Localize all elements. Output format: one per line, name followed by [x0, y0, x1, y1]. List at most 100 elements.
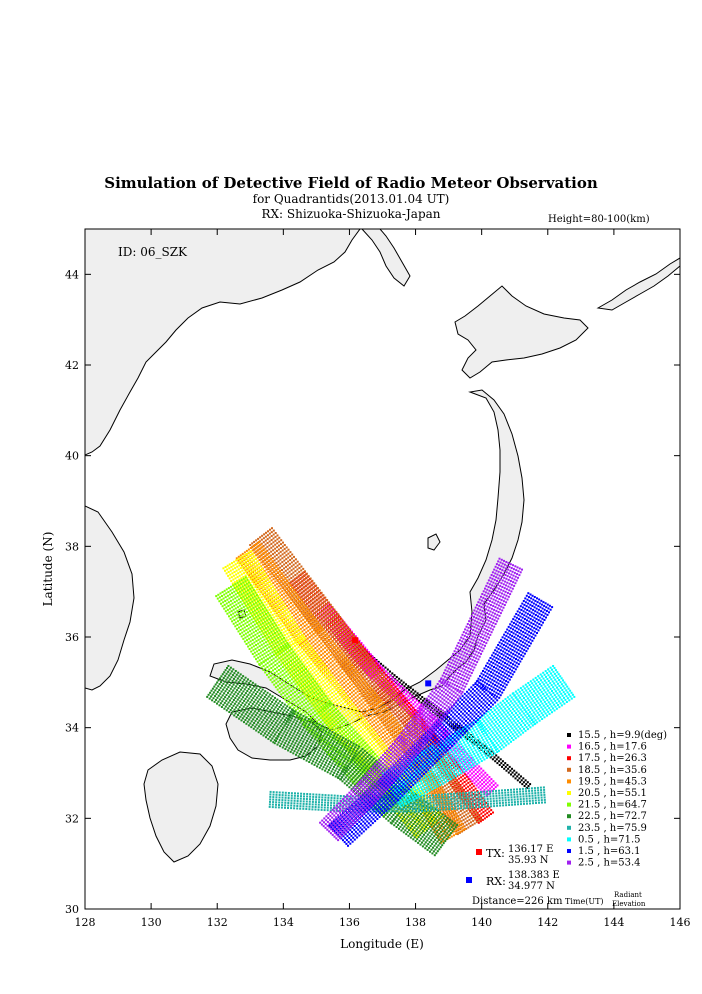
swath-point	[475, 780, 478, 783]
swath-point	[339, 650, 342, 652]
swath-point	[403, 739, 405, 742]
swath-point	[387, 709, 390, 712]
swath-point	[349, 636, 352, 639]
swath-point	[294, 562, 297, 565]
swath-point	[309, 593, 311, 596]
swath-point	[322, 632, 325, 635]
swath-point	[468, 788, 471, 791]
swath-point	[418, 699, 421, 702]
swath-point	[248, 575, 251, 578]
swath-point	[310, 612, 313, 615]
swath-point	[467, 808, 470, 811]
swath-point	[372, 727, 375, 730]
swath-point	[345, 637, 348, 640]
swath-point	[393, 724, 396, 727]
swath-point	[274, 547, 277, 550]
swath-point	[385, 736, 388, 739]
swath-point	[259, 593, 262, 596]
swath-point	[440, 723, 442, 726]
swath-point	[442, 733, 445, 736]
swath-point	[304, 617, 307, 620]
swath-point	[305, 576, 308, 579]
swath-point	[332, 628, 335, 631]
swath-point	[330, 625, 333, 628]
swath-point	[450, 777, 453, 779]
swath-point	[401, 714, 404, 717]
swath-point	[390, 707, 393, 710]
swath-point	[285, 554, 288, 557]
swath-point	[296, 597, 299, 600]
swath-point	[237, 572, 240, 575]
swath-point	[342, 658, 344, 661]
swath-point	[339, 665, 342, 668]
swath-point	[275, 601, 278, 603]
swath-point	[294, 570, 297, 573]
swath-point	[406, 737, 409, 740]
swath-point	[343, 668, 346, 671]
swath-point	[352, 680, 354, 683]
swath-point	[418, 794, 421, 797]
swath-point	[383, 671, 385, 674]
swath-point	[267, 563, 270, 566]
swath-point	[421, 696, 424, 698]
swath-point	[349, 661, 352, 664]
swath-point	[271, 589, 274, 592]
swath-point	[489, 756, 492, 759]
swath-point	[281, 582, 284, 585]
swath-point	[251, 570, 253, 573]
swath-point	[271, 557, 274, 559]
swath-point	[272, 596, 275, 598]
swath-point	[488, 779, 491, 782]
swath-point	[255, 582, 257, 585]
swath-point	[393, 690, 396, 693]
swath-point	[264, 558, 267, 561]
swath-point	[337, 661, 340, 664]
swath-point	[240, 587, 243, 590]
swath-point	[287, 556, 290, 559]
swath-point	[312, 590, 315, 593]
swath-point	[398, 724, 401, 727]
swath-point	[322, 640, 325, 643]
swath-point	[264, 573, 267, 576]
swath-point	[243, 551, 246, 554]
swath-point	[234, 567, 237, 570]
swath-point	[278, 544, 280, 547]
swath-point	[320, 633, 323, 636]
swath-point	[347, 665, 350, 668]
swath-point	[264, 562, 267, 565]
swath-point	[388, 705, 391, 708]
swath-point	[368, 653, 371, 656]
swath-point	[250, 564, 252, 567]
swath-point	[411, 708, 414, 711]
swath-point	[250, 572, 252, 575]
swath-point	[462, 748, 465, 751]
swath-point	[356, 678, 359, 681]
swath-point	[374, 692, 376, 695]
swath-point	[392, 684, 395, 687]
swath-point	[255, 575, 258, 578]
swath-point	[378, 735, 381, 737]
swath-point	[454, 765, 457, 767]
swath-point	[262, 574, 264, 577]
swath-point	[459, 813, 462, 816]
swath-point	[318, 655, 321, 658]
swath-point	[278, 606, 281, 609]
swath-point	[371, 706, 374, 709]
swath-point	[318, 609, 320, 611]
swath-point	[328, 631, 331, 634]
swath-point	[439, 810, 442, 813]
swath-point	[293, 555, 295, 558]
swath-point	[356, 653, 359, 655]
swath-point	[382, 721, 384, 724]
swath-point	[290, 569, 293, 572]
swath-point	[393, 742, 396, 745]
swath-point	[385, 700, 388, 703]
swath-point	[360, 691, 363, 694]
swath-point	[259, 576, 262, 579]
swath-point	[371, 659, 374, 662]
swath-point	[367, 652, 370, 655]
swath-point	[357, 658, 360, 661]
swath-point	[368, 685, 371, 688]
swath-point	[230, 576, 233, 579]
swath-point	[288, 591, 291, 594]
